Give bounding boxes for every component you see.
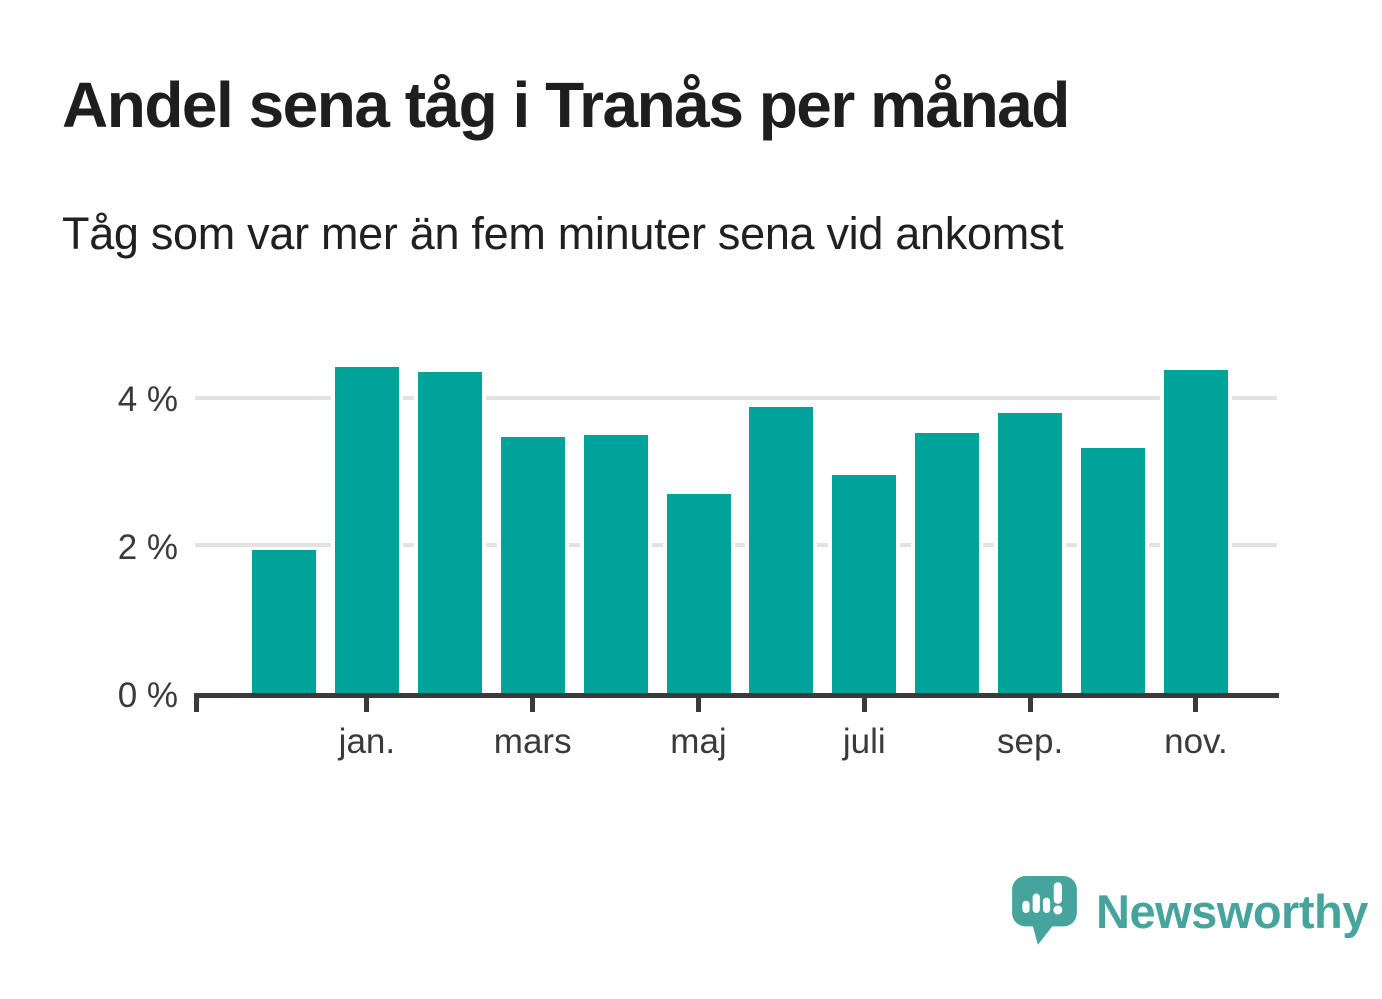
y-axis-label-4: 4 % <box>117 380 178 420</box>
bar-mars <box>496 436 569 693</box>
newsworthy-wordmark: Newsworthy <box>1096 884 1368 938</box>
bar-feb <box>413 371 486 693</box>
x-axis-tick-maj <box>696 693 701 712</box>
plot-area <box>195 320 1277 693</box>
y-axis-label-0: 0 % <box>117 675 178 715</box>
bar-aug <box>911 433 984 693</box>
x-axis-label-maj: maj <box>670 722 727 761</box>
bar-juli <box>828 475 901 693</box>
bar-nov <box>1159 369 1232 693</box>
x-axis-label-mars: mars <box>493 722 572 761</box>
bar-sep <box>994 412 1067 693</box>
x-axis-tick-nov <box>1193 693 1199 712</box>
bar-juni <box>745 407 818 693</box>
x-axis-tick-mars <box>530 693 536 712</box>
bar-dec <box>248 549 320 693</box>
gridline-4-percent <box>195 395 1277 400</box>
bar-okt <box>1077 447 1149 693</box>
bar-jan <box>330 366 403 693</box>
x-axis-tick-jan <box>364 693 370 712</box>
x-axis-origin-tick <box>193 693 199 712</box>
x-axis-label-sep: sep. <box>997 722 1064 761</box>
x-axis-tick-juli <box>861 693 867 712</box>
x-axis-label-jan: jan. <box>338 722 396 761</box>
x-axis-tick-sep <box>1027 693 1033 712</box>
chart-subtitle: Tåg som var mer än fem minuter sena vid … <box>62 208 1064 259</box>
newsworthy-icon <box>1012 876 1077 945</box>
bar-apr <box>579 434 652 693</box>
gridline-2-percent <box>195 543 1277 548</box>
y-axis-label-2: 2 % <box>117 527 178 567</box>
newsworthy-logo: Newsworthy <box>1010 874 1368 948</box>
x-axis-label-juli: juli <box>842 722 886 761</box>
bar-maj <box>662 493 735 693</box>
x-axis-line <box>195 693 1279 698</box>
chart-title: Andel sena tåg i Tranås per månad <box>62 69 1070 141</box>
x-axis-label-nov: nov. <box>1164 722 1228 761</box>
